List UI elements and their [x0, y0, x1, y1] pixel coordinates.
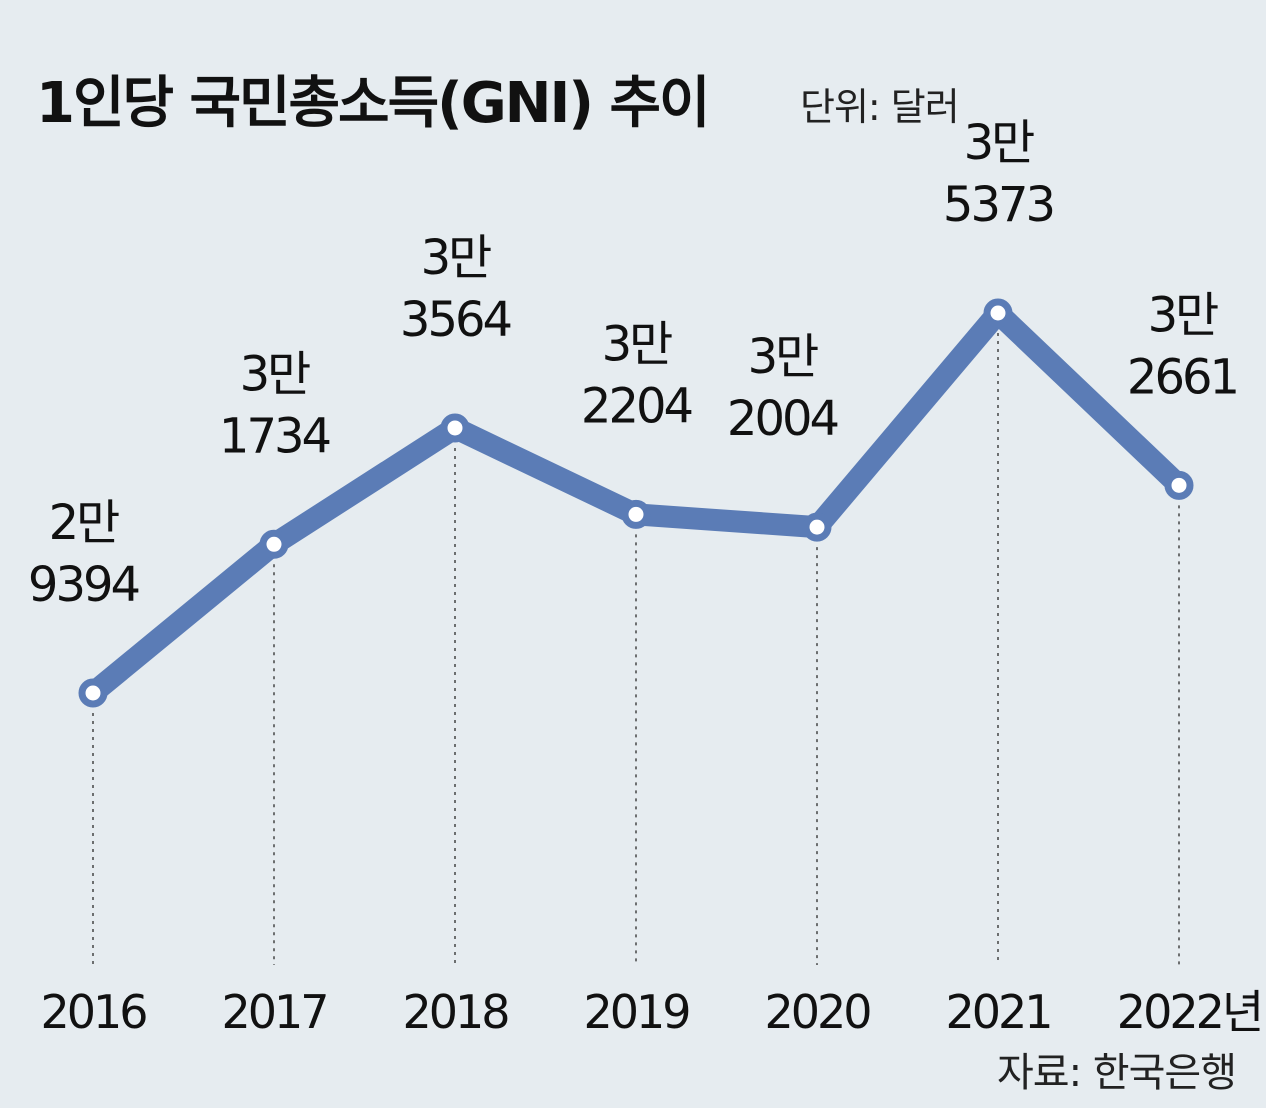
data-point	[802, 512, 832, 542]
data-label: 5373	[943, 177, 1053, 233]
data-point	[621, 499, 651, 529]
x-tick-label: 2020	[764, 985, 870, 1039]
data-point	[440, 413, 470, 443]
data-label: 2만	[49, 495, 120, 551]
data-label: 2004	[727, 391, 838, 447]
data-label: 2661	[1127, 349, 1237, 405]
data-label: 3564	[400, 292, 511, 348]
data-label: 3만	[240, 346, 311, 402]
data-label: 9394	[28, 557, 139, 613]
data-label: 3만	[748, 329, 819, 385]
data-label: 1734	[219, 408, 330, 464]
data-point	[78, 678, 108, 708]
data-label: 2204	[581, 378, 692, 434]
x-tick-label: 2017	[221, 985, 326, 1039]
data-label: 3만	[964, 115, 1035, 171]
x-tick-label: 2021	[945, 985, 1050, 1039]
chart-title: 1인당 국민총소득(GNI) 추이	[36, 71, 710, 136]
x-tick-label: 2016	[40, 985, 146, 1039]
data-point	[1164, 470, 1194, 500]
data-point	[259, 529, 289, 559]
x-tick-label: 2018	[402, 985, 508, 1039]
x-tick-label: 2019	[583, 985, 689, 1039]
x-tick-label: 2022년	[1117, 985, 1261, 1039]
unit-label: 단위: 달러	[800, 85, 960, 129]
data-label: 3만	[421, 230, 492, 286]
data-point	[983, 298, 1013, 328]
source-note: 자료: 한국은행	[997, 1050, 1237, 1096]
data-label: 3만	[1148, 287, 1219, 343]
data-label: 3만	[602, 316, 673, 372]
